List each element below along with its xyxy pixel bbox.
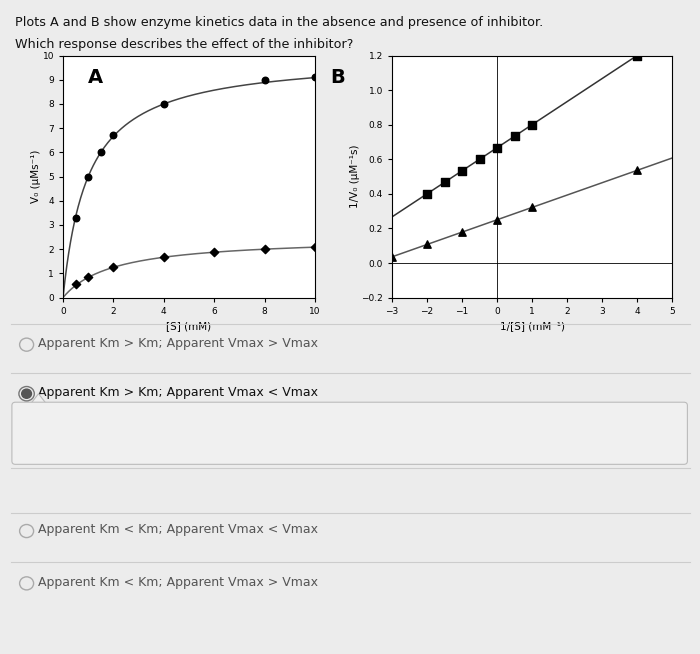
Point	[259, 75, 270, 85]
Point	[491, 215, 503, 225]
X-axis label: 1/[S] (mM⁻¹): 1/[S] (mM⁻¹)	[500, 321, 564, 331]
Y-axis label: V₀ (μMs⁻¹): V₀ (μMs⁻¹)	[31, 150, 41, 203]
Text: A: A	[88, 68, 104, 87]
Point	[70, 213, 81, 223]
Point	[309, 242, 321, 252]
Text: Analyse the plot and calculate the values. This question is harder than it seems: Analyse the plot and calculate the value…	[27, 427, 531, 439]
Text: Apparent Km > Km; Apparent Vmax < Vmax: Apparent Km > Km; Apparent Vmax < Vmax	[38, 386, 318, 399]
Point	[209, 247, 220, 257]
Point	[631, 165, 643, 176]
Y-axis label: 1/V₀ (μM⁻¹s): 1/V₀ (μM⁻¹s)	[350, 145, 360, 209]
Point	[456, 165, 468, 176]
Point	[70, 279, 81, 290]
Point	[526, 120, 538, 130]
Point	[631, 50, 643, 61]
Point	[309, 72, 321, 82]
Point	[421, 239, 433, 250]
Point	[259, 244, 270, 254]
Point	[421, 188, 433, 199]
Point	[474, 154, 485, 165]
Text: Which response describes the effect of the inhibitor?: Which response describes the effect of t…	[15, 38, 353, 51]
Point	[95, 147, 106, 158]
Text: Apparent Km < Km; Apparent Vmax < Vmax: Apparent Km < Km; Apparent Vmax < Vmax	[38, 523, 318, 536]
Text: Plots A and B show enzyme kinetics data in the absence and presence of inhibitor: Plots A and B show enzyme kinetics data …	[15, 16, 544, 29]
Point	[509, 131, 520, 141]
Point	[108, 262, 119, 273]
Text: Apparent Km < Km; Apparent Vmax > Vmax: Apparent Km < Km; Apparent Vmax > Vmax	[38, 576, 318, 589]
Text: Apparent Km > Km; Apparent Vmax > Vmax: Apparent Km > Km; Apparent Vmax > Vmax	[38, 337, 318, 350]
Point	[158, 252, 169, 262]
Point	[158, 99, 169, 109]
Point	[386, 252, 398, 262]
Point	[108, 130, 119, 141]
Point	[526, 202, 538, 213]
X-axis label: [S] (mM): [S] (mM)	[167, 321, 211, 331]
Point	[456, 227, 468, 237]
Point	[491, 143, 503, 153]
Text: B: B	[330, 68, 345, 87]
Point	[439, 177, 450, 188]
Point	[83, 171, 94, 182]
Point	[83, 272, 94, 283]
